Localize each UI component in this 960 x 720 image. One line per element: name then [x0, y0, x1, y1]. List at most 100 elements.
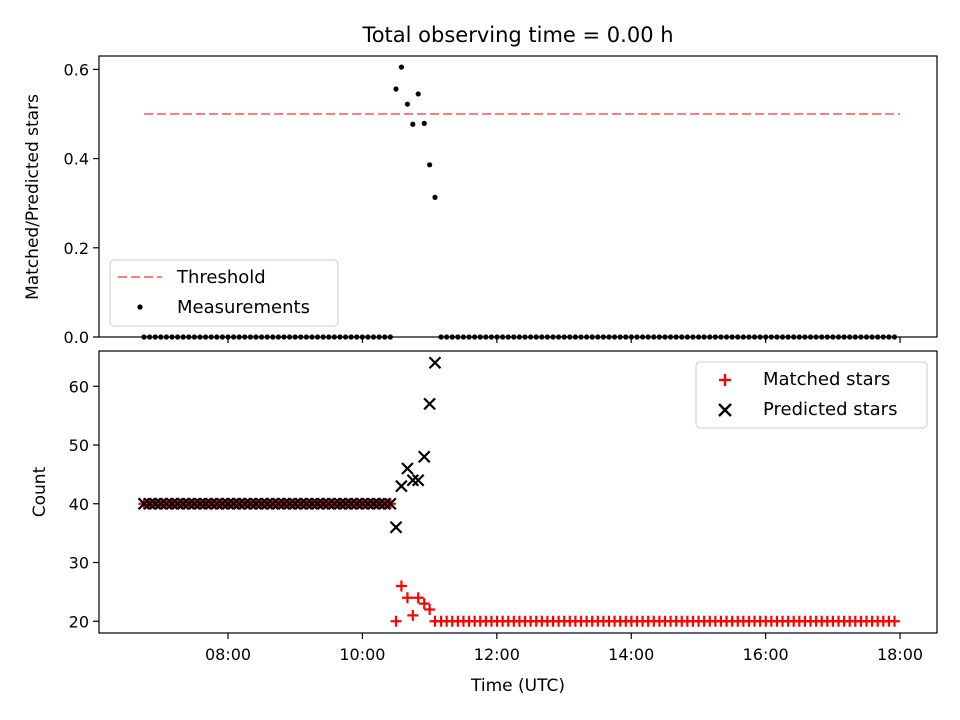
- predicted-point: [171, 497, 184, 511]
- predicted-point: [193, 497, 207, 511]
- measurement-point: [639, 334, 646, 340]
- x-tick-label: 14:00: [608, 645, 654, 664]
- bottom-legend: Matched stars Predicted stars: [695, 361, 928, 429]
- measurement-point: [444, 334, 450, 340]
- measurement-point: [253, 334, 259, 340]
- matched-point: [888, 615, 900, 627]
- predicted-point: [199, 497, 212, 511]
- measurement-point: [152, 334, 158, 340]
- measurement-point: [751, 334, 758, 340]
- predicted-point: [406, 473, 420, 487]
- measurement-point: [583, 334, 590, 340]
- predicted-point: [384, 497, 397, 511]
- measurement-point: [337, 334, 343, 340]
- matched-point: [407, 609, 419, 621]
- bottom-x-ticks: 08:00 10:00 12:00 14:00 16:00 18:00: [205, 633, 923, 664]
- measurement-point: [791, 334, 797, 340]
- measurement-point: [163, 334, 170, 340]
- measurement-point: [460, 334, 467, 340]
- chart-title: Total observing time = 0.00 h: [361, 23, 673, 47]
- measurement-point: [819, 334, 825, 340]
- measurement-point: [746, 334, 752, 340]
- measurement-point: [835, 334, 842, 340]
- measurement-point: [875, 334, 881, 340]
- measurement-point: [370, 334, 377, 340]
- predicted-point: [249, 497, 263, 511]
- measurement-point: [886, 334, 892, 340]
- measurement-point: [410, 121, 416, 127]
- predicted-point: [182, 497, 196, 511]
- measurement-point: [679, 334, 685, 340]
- measurement-point: [415, 91, 421, 97]
- measurement-point: [768, 334, 774, 340]
- predicted-point: [176, 497, 190, 511]
- predicted-series: [137, 356, 442, 534]
- measurement-point: [376, 334, 382, 340]
- predicted-point: [300, 497, 313, 511]
- predicted-point: [428, 356, 442, 370]
- matched-point: [424, 604, 436, 615]
- measurement-point: [729, 334, 735, 340]
- measurement-point: [539, 334, 545, 340]
- measurement-point: [225, 334, 231, 340]
- measurement-point: [258, 334, 265, 340]
- measurement-point: [147, 334, 153, 340]
- measurement-point: [735, 334, 741, 340]
- measurement-point: [712, 334, 718, 340]
- measurement-point: [869, 334, 875, 340]
- measurement-point: [348, 334, 354, 340]
- measurement-point: [606, 334, 612, 340]
- predicted-point: [361, 497, 375, 511]
- bottom-y-tick-label: 20: [69, 612, 89, 631]
- predicted-point: [260, 497, 274, 511]
- measurement-point: [723, 334, 730, 340]
- measurement-point: [303, 334, 309, 340]
- predicted-point: [255, 497, 268, 511]
- predicted-point: [137, 497, 151, 511]
- measurement-point: [578, 334, 584, 340]
- measurement-point: [169, 334, 175, 340]
- measurement-point: [180, 334, 186, 340]
- predicted-point: [417, 450, 431, 464]
- predicted-point: [305, 497, 319, 511]
- predicted-point: [344, 497, 358, 511]
- measurement-point: [427, 162, 433, 168]
- top-legend-box: [109, 259, 339, 327]
- predicted-point: [277, 497, 291, 511]
- predicted-point: [322, 497, 336, 511]
- measurement-point: [242, 334, 248, 340]
- measurement-point: [567, 334, 573, 340]
- measurement-point: [275, 334, 281, 340]
- measurement-point: [695, 334, 702, 340]
- bottom-panel: 20 30 40 50 60 08:00 10:00 12:00 14:00 16:00 18:0…: [30, 350, 938, 696]
- measurement-point: [824, 334, 830, 340]
- measurement-point: [880, 334, 886, 340]
- bottom-y-tick-label: 60: [69, 377, 89, 396]
- x-tick-label: 08:00: [205, 645, 251, 664]
- predicted-point: [395, 479, 408, 493]
- measurement-point: [544, 334, 551, 340]
- measurement-point: [690, 334, 696, 340]
- top-y-tick-label: 0.0: [64, 328, 89, 347]
- x-tick-label: 10:00: [339, 645, 385, 664]
- x-tick-label: 18:00: [877, 645, 923, 664]
- measurement-point: [785, 334, 791, 340]
- measurement-point: [247, 334, 253, 340]
- threshold-legend-label: Threshold: [176, 267, 266, 288]
- measurement-point: [572, 334, 579, 340]
- measurement-point: [763, 334, 769, 340]
- measurement-point: [634, 334, 640, 340]
- predicted-legend-swatch: [718, 403, 732, 417]
- measurement-point: [331, 334, 337, 340]
- top-y-ticks: 0.0 0.2 0.4 0.6: [64, 60, 99, 347]
- measurement-point: [309, 334, 315, 340]
- measurement-point: [286, 334, 293, 340]
- measurements-legend-swatch: [137, 304, 143, 310]
- bottom-y-axis-title: Count: [30, 466, 50, 517]
- measurement-point: [404, 101, 411, 107]
- measurement-point: [488, 334, 495, 340]
- measurement-point: [500, 334, 506, 340]
- measurement-point: [191, 334, 198, 340]
- measurement-point: [522, 334, 528, 340]
- measurement-point: [645, 334, 651, 340]
